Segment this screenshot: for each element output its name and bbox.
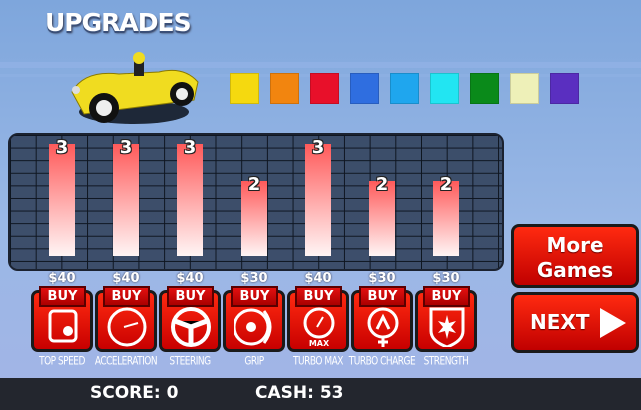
upgrade-label: TURBO MAX [293,355,343,369]
color-swatch[interactable] [470,73,499,104]
upgrade-level-chart [8,133,504,271]
price-label: $30 [368,271,396,286]
upgrade-label: TURBO CHARGE [348,355,416,369]
upgrade-label: GRIP [244,355,264,369]
level-bar-top-speed [49,143,75,256]
level-label: 3 [55,136,69,158]
level-label: 3 [311,136,325,158]
buy-button[interactable]: BUY [231,286,278,307]
upgrade-label: TOP SPEED [39,355,85,369]
color-swatch[interactable] [390,73,419,104]
price-label: $30 [432,271,460,286]
upgrade-label: STRENGTH [423,355,469,369]
level-bar-acceleration [113,143,139,256]
level-label: 2 [439,174,453,195]
buy-button[interactable]: BUY [359,286,406,307]
more-games-button[interactable]: More Games [511,224,639,288]
color-swatch[interactable] [230,73,259,104]
level-bar-steering [177,143,203,256]
price-label: $40 [112,271,140,286]
next-button[interactable]: NEXT [511,292,639,353]
buy-button[interactable]: BUY [39,286,86,307]
status-bar [0,378,641,410]
level-label: 3 [183,136,197,158]
steering-wheel-icon [171,307,211,347]
color-swatch[interactable] [310,73,339,104]
level-bar-turbo-max [305,143,331,256]
price-label: $40 [48,271,76,286]
buy-button[interactable]: BUY [423,286,470,307]
cash-display: CASH: 53 [255,383,344,403]
color-swatch[interactable] [270,73,299,104]
level-bar-grip [241,181,267,256]
buy-button[interactable]: BUY [167,286,214,307]
svg-text:MAX: MAX [309,339,330,347]
price-label: $30 [240,271,268,286]
score-display: SCORE: 0 [90,383,179,403]
turbo-max-icon: MAX [303,307,335,347]
level-bar-turbo-charge [369,181,395,256]
level-label: 2 [375,174,389,195]
level-label: 3 [119,136,133,158]
tire-icon [234,308,272,346]
color-swatch[interactable] [350,73,379,104]
price-label: $40 [304,271,332,286]
play-arrow-icon [600,308,626,338]
page-title: UPGRADES [45,8,192,37]
level-label: 2 [247,174,261,195]
upgrade-label: ACCELERATION [94,355,158,369]
level-bar-strength [433,181,459,256]
engine-icon [48,309,78,343]
upgrade-label: STEERING [169,355,211,369]
color-swatch[interactable] [510,73,539,104]
car-image [71,52,199,124]
color-swatch[interactable] [550,73,579,104]
price-label: $40 [176,271,204,286]
background-stripe [0,62,641,68]
buy-button[interactable]: BUY [103,286,150,307]
turbo-charge-icon [367,307,399,347]
buy-button[interactable]: BUY [295,286,342,307]
speedometer-icon [107,307,147,347]
shield-icon [429,307,465,347]
color-swatch[interactable] [430,73,459,104]
